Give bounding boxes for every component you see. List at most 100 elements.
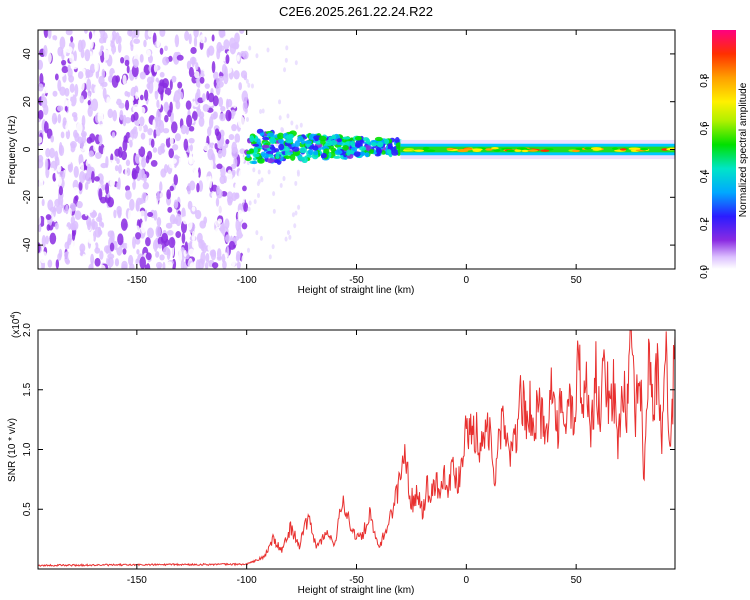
heatmap-noise-cell — [230, 111, 235, 120]
heatmap-noise-cell — [144, 136, 150, 149]
heatmap-onset-cell — [277, 132, 285, 140]
heatmap-onset-cell — [252, 153, 260, 158]
heatmap-noise-cell — [107, 108, 114, 119]
snr-x-tick-label: 50 — [571, 575, 583, 586]
spectrogram-panel: -150 -100 -50 0 50 -40 -20 0 20 40 Height of str… — [7, 29, 676, 296]
heatmap-noise-cell — [135, 232, 142, 240]
heatmap-noise-cell — [191, 56, 195, 68]
heatmap-noise-cell — [79, 95, 85, 104]
heatmap-noise-cell — [73, 165, 79, 178]
heatmap-noise-cell — [218, 45, 225, 52]
heatmap-noise-cell — [226, 99, 233, 108]
heatmap-onset-cell — [329, 139, 338, 146]
heatmap-onset-cell — [359, 151, 366, 156]
heatmap-noise-cell — [206, 90, 210, 101]
heatmap-noise-cell — [84, 49, 91, 62]
heatmap-noise-cell — [173, 199, 179, 209]
heatmap-noise-cell — [38, 83, 44, 92]
heatmap-carrier-cell — [446, 147, 454, 151]
heatmap-noise-cell — [178, 249, 183, 263]
heatmap-onset-cell — [371, 141, 377, 147]
heatmap-noise-cell — [59, 86, 66, 96]
heatmap-noise-cell — [47, 182, 52, 189]
heatmap-noise-cell — [91, 194, 98, 204]
snr-y-scale-factor: (x104) — [10, 311, 22, 338]
heatmap-noise-cell — [152, 119, 156, 130]
heatmap-noise-cell — [260, 177, 264, 183]
heatmap-noise-cell — [92, 76, 97, 85]
heatmap-noise-cell — [131, 215, 136, 221]
heatmap-onset-cell — [244, 155, 252, 162]
heatmap-noise-cell — [93, 143, 97, 152]
heatmap-noise-cell — [139, 53, 144, 63]
heatmap-onset-cell — [336, 142, 343, 146]
heatmap-noise-cell — [128, 209, 132, 222]
heatmap-noise-cell — [80, 161, 85, 175]
heatmap-noise-cell — [241, 254, 246, 266]
heatmap-noise-cell — [188, 156, 195, 165]
heatmap-noise-cell — [68, 75, 75, 83]
heatmap-noise-cell — [98, 188, 103, 201]
snr-x-tick-label: -100 — [237, 575, 257, 586]
heatmap-noise-cell — [92, 124, 99, 131]
heatmap-noise-cell — [186, 60, 192, 70]
heatmap-noise-cell — [195, 259, 201, 269]
heatmap-noise-cell — [229, 83, 234, 97]
heatmap-noise-cell — [168, 55, 173, 62]
heatmap-noise-cell — [294, 60, 298, 66]
heatmap-noise-cell — [216, 248, 222, 260]
heatmap-noise-cell — [77, 136, 83, 144]
heatmap-onset-cell — [342, 144, 349, 151]
heatmap-noise-cell — [89, 38, 94, 49]
heatmap-noise-cell — [165, 136, 171, 148]
heatmap-noise-cell — [166, 261, 173, 269]
heatmap-noise-cell — [122, 114, 127, 127]
heatmap-noise-cell — [173, 174, 178, 186]
heatmap-onset-cell — [289, 153, 296, 161]
heatmap-noise-cell — [246, 160, 250, 166]
heatmap-noise-cell — [45, 214, 52, 221]
heatmap-noise-cell — [126, 239, 132, 252]
heatmap-noise-cell — [188, 126, 195, 132]
heatmap-noise-cell — [105, 37, 111, 49]
heatmap-noise-cell — [38, 213, 42, 227]
heatmap-noise-cell — [162, 261, 166, 269]
heatmap-noise-cell — [65, 30, 73, 36]
heatmap-noise-cell — [159, 181, 163, 193]
heatmap-noise-cell — [199, 82, 204, 94]
heatmap-onset-cell — [355, 140, 362, 148]
heatmap-noise-cell — [139, 256, 146, 269]
heatmap-noise-cell — [166, 248, 171, 261]
heatmap-noise-cell — [216, 77, 221, 85]
heatmap-noise-cell — [165, 222, 173, 229]
heatmap-noise-cell — [152, 81, 159, 92]
heatmap-noise-cell — [85, 39, 90, 46]
heatmap-noise-cell — [153, 53, 158, 62]
heatmap-noise-cell — [120, 31, 127, 39]
heatmap-onset-cell — [284, 151, 291, 156]
heatmap-noise-cell — [124, 167, 128, 181]
heatmap-noise-cell — [38, 173, 45, 183]
heatmap-noise-cell — [73, 50, 77, 62]
heatmap-noise-cell — [133, 139, 138, 148]
heatmap-noise-cell — [82, 195, 87, 202]
heatmap-onset-cell — [278, 143, 285, 151]
heatmap-noise-cell — [259, 235, 263, 241]
heatmap-onset-cell — [320, 152, 327, 159]
heatmap-noise-cell — [155, 197, 159, 211]
heatmap-onset-cell — [284, 134, 293, 140]
heatmap-noise-cell — [187, 200, 193, 210]
heatmap-noise-cell — [198, 111, 205, 119]
heatmap-carrier-cell — [619, 148, 627, 151]
heatmap-noise-cell — [70, 223, 77, 231]
heatmap-onset-cell — [315, 140, 321, 145]
heatmap-noise-cell — [39, 73, 44, 86]
heatmap-onset-cell — [267, 158, 275, 164]
heatmap-carrier-cell — [640, 148, 649, 151]
heatmap-noise-cell — [138, 168, 142, 180]
heatmap-noise-cell — [113, 209, 117, 219]
heatmap-noise-cell — [179, 91, 184, 100]
heatmap-noise-cell — [203, 68, 210, 76]
heatmap-noise-cell — [268, 254, 272, 260]
